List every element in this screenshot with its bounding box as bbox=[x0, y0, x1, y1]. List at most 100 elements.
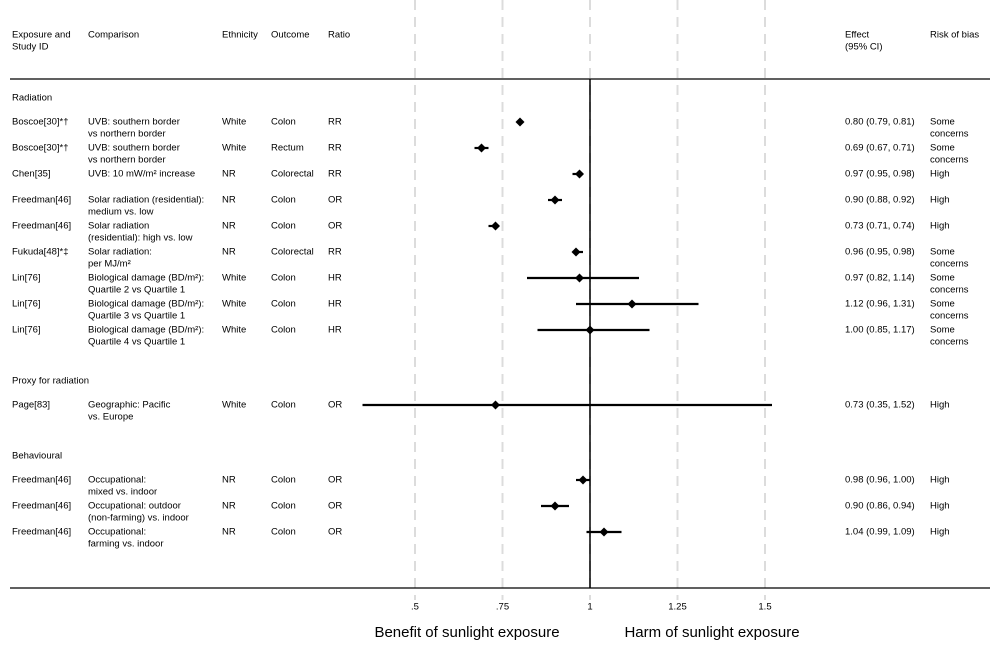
study-id: Boscoe[30]*† bbox=[12, 117, 69, 128]
ethnicity: White bbox=[222, 117, 246, 128]
column-header: Ratio bbox=[328, 30, 350, 41]
risk-of-bias: concerns bbox=[930, 155, 969, 166]
harm-label: Harm of sunlight exposure bbox=[624, 624, 799, 641]
point-estimate bbox=[575, 169, 584, 179]
comparison: vs northern border bbox=[88, 155, 166, 166]
effect-label: 0.73 (0.35, 1.52) bbox=[845, 400, 915, 411]
x-tick-label: 1.5 bbox=[758, 602, 771, 613]
point-estimate bbox=[515, 117, 525, 127]
risk-of-bias: High bbox=[930, 501, 950, 512]
ethnicity: NR bbox=[222, 501, 236, 512]
risk-of-bias: concerns bbox=[930, 129, 969, 140]
outcome: Colon bbox=[271, 117, 296, 128]
ratio: RR bbox=[328, 117, 342, 128]
risk-of-bias: concerns bbox=[930, 285, 969, 296]
effect-label: 0.96 (0.95, 0.98) bbox=[845, 247, 915, 258]
outcome: Colon bbox=[271, 527, 296, 538]
risk-of-bias: Some bbox=[930, 247, 955, 258]
ratio: HR bbox=[328, 325, 342, 336]
risk-of-bias: concerns bbox=[930, 311, 969, 322]
comparison: vs northern border bbox=[88, 129, 166, 140]
point-estimate bbox=[491, 400, 500, 410]
comparison: Biological damage (BD/m²): bbox=[88, 299, 204, 310]
ratio: OR bbox=[328, 400, 342, 411]
ratio: HR bbox=[328, 299, 342, 310]
effect-label: 0.97 (0.82, 1.14) bbox=[845, 273, 915, 284]
comparison: farming vs. indoor bbox=[88, 539, 164, 550]
point-estimate bbox=[550, 501, 560, 511]
comparison: mixed vs. indoor bbox=[88, 487, 157, 498]
comparison: UVB: 10 mW/m² increase bbox=[88, 169, 195, 180]
comparison: per MJ/m² bbox=[88, 259, 131, 270]
risk-of-bias: High bbox=[930, 400, 950, 411]
x-tick-label: 1.25 bbox=[668, 602, 687, 613]
column-header: Risk of bias bbox=[930, 30, 979, 41]
point-estimate bbox=[585, 325, 595, 335]
outcome: Rectum bbox=[271, 143, 304, 154]
study-id: Freedman[46] bbox=[12, 195, 71, 206]
comparison: UVB: southern border bbox=[88, 143, 180, 154]
effect-label: 0.98 (0.96, 1.00) bbox=[845, 475, 915, 486]
effect-label: 1.04 (0.99, 1.09) bbox=[845, 527, 915, 538]
comparison: Solar radiation: bbox=[88, 247, 152, 258]
effect-label: 1.12 (0.96, 1.31) bbox=[845, 299, 915, 310]
column-header: Ethnicity bbox=[222, 30, 258, 41]
risk-of-bias: High bbox=[930, 527, 950, 538]
point-estimate bbox=[575, 273, 584, 283]
study-id: Freedman[46] bbox=[12, 475, 71, 486]
study-id: Fukuda[48]*‡ bbox=[12, 247, 69, 258]
column-header: Outcome bbox=[271, 30, 310, 41]
effect-label: 0.69 (0.67, 0.71) bbox=[845, 143, 915, 154]
point-estimate bbox=[550, 195, 560, 205]
ratio: OR bbox=[328, 527, 342, 538]
ratio: OR bbox=[328, 221, 342, 232]
risk-of-bias: Some bbox=[930, 273, 955, 284]
risk-of-bias: concerns bbox=[930, 337, 969, 348]
point-estimate bbox=[627, 299, 637, 309]
comparison: Quartile 2 vs Quartile 1 bbox=[88, 285, 185, 296]
point-estimate bbox=[491, 221, 500, 231]
x-tick-label: 1 bbox=[587, 602, 592, 613]
effect-label: 0.97 (0.95, 0.98) bbox=[845, 169, 915, 180]
effect-label: 0.73 (0.71, 0.74) bbox=[845, 221, 915, 232]
risk-of-bias: High bbox=[930, 475, 950, 486]
risk-of-bias: High bbox=[930, 221, 950, 232]
ratio: RR bbox=[328, 143, 342, 154]
comparison: Solar radiation bbox=[88, 221, 149, 232]
group-heading: Behavioural bbox=[12, 451, 62, 462]
risk-of-bias: Some bbox=[930, 117, 955, 128]
outcome: Colon bbox=[271, 273, 296, 284]
ethnicity: NR bbox=[222, 527, 236, 538]
point-estimate bbox=[578, 475, 588, 485]
study-id: Freedman[46] bbox=[12, 221, 71, 232]
study-id: Freedman[46] bbox=[12, 501, 71, 512]
ethnicity: NR bbox=[222, 195, 236, 206]
ratio: OR bbox=[328, 195, 342, 206]
effect-label: 0.90 (0.86, 0.94) bbox=[845, 501, 915, 512]
column-header: Study ID bbox=[12, 42, 49, 53]
ethnicity: NR bbox=[222, 475, 236, 486]
benefit-label: Benefit of sunlight exposure bbox=[374, 624, 559, 641]
ethnicity: White bbox=[222, 299, 246, 310]
ethnicity: White bbox=[222, 400, 246, 411]
study-id: Boscoe[30]*† bbox=[12, 143, 69, 154]
comparison: UVB: southern border bbox=[88, 117, 180, 128]
comparison: (residential): high vs. low bbox=[88, 233, 193, 244]
outcome: Colon bbox=[271, 325, 296, 336]
ratio: RR bbox=[328, 247, 342, 258]
ethnicity: White bbox=[222, 273, 246, 284]
effect-label: 1.00 (0.85, 1.17) bbox=[845, 325, 915, 336]
outcome: Colon bbox=[271, 195, 296, 206]
ethnicity: NR bbox=[222, 221, 236, 232]
study-id: Lin[76] bbox=[12, 273, 41, 284]
comparison: Geographic: Pacific bbox=[88, 400, 171, 411]
outcome: Colorectal bbox=[271, 169, 314, 180]
column-header: Exposure and bbox=[12, 30, 71, 41]
outcome: Colon bbox=[271, 475, 296, 486]
ethnicity: White bbox=[222, 143, 246, 154]
ratio: OR bbox=[328, 475, 342, 486]
study-id: Page[83] bbox=[12, 400, 50, 411]
comparison: Occupational: outdoor bbox=[88, 501, 181, 512]
comparison: Quartile 3 vs Quartile 1 bbox=[88, 311, 185, 322]
point-estimate bbox=[599, 527, 609, 537]
